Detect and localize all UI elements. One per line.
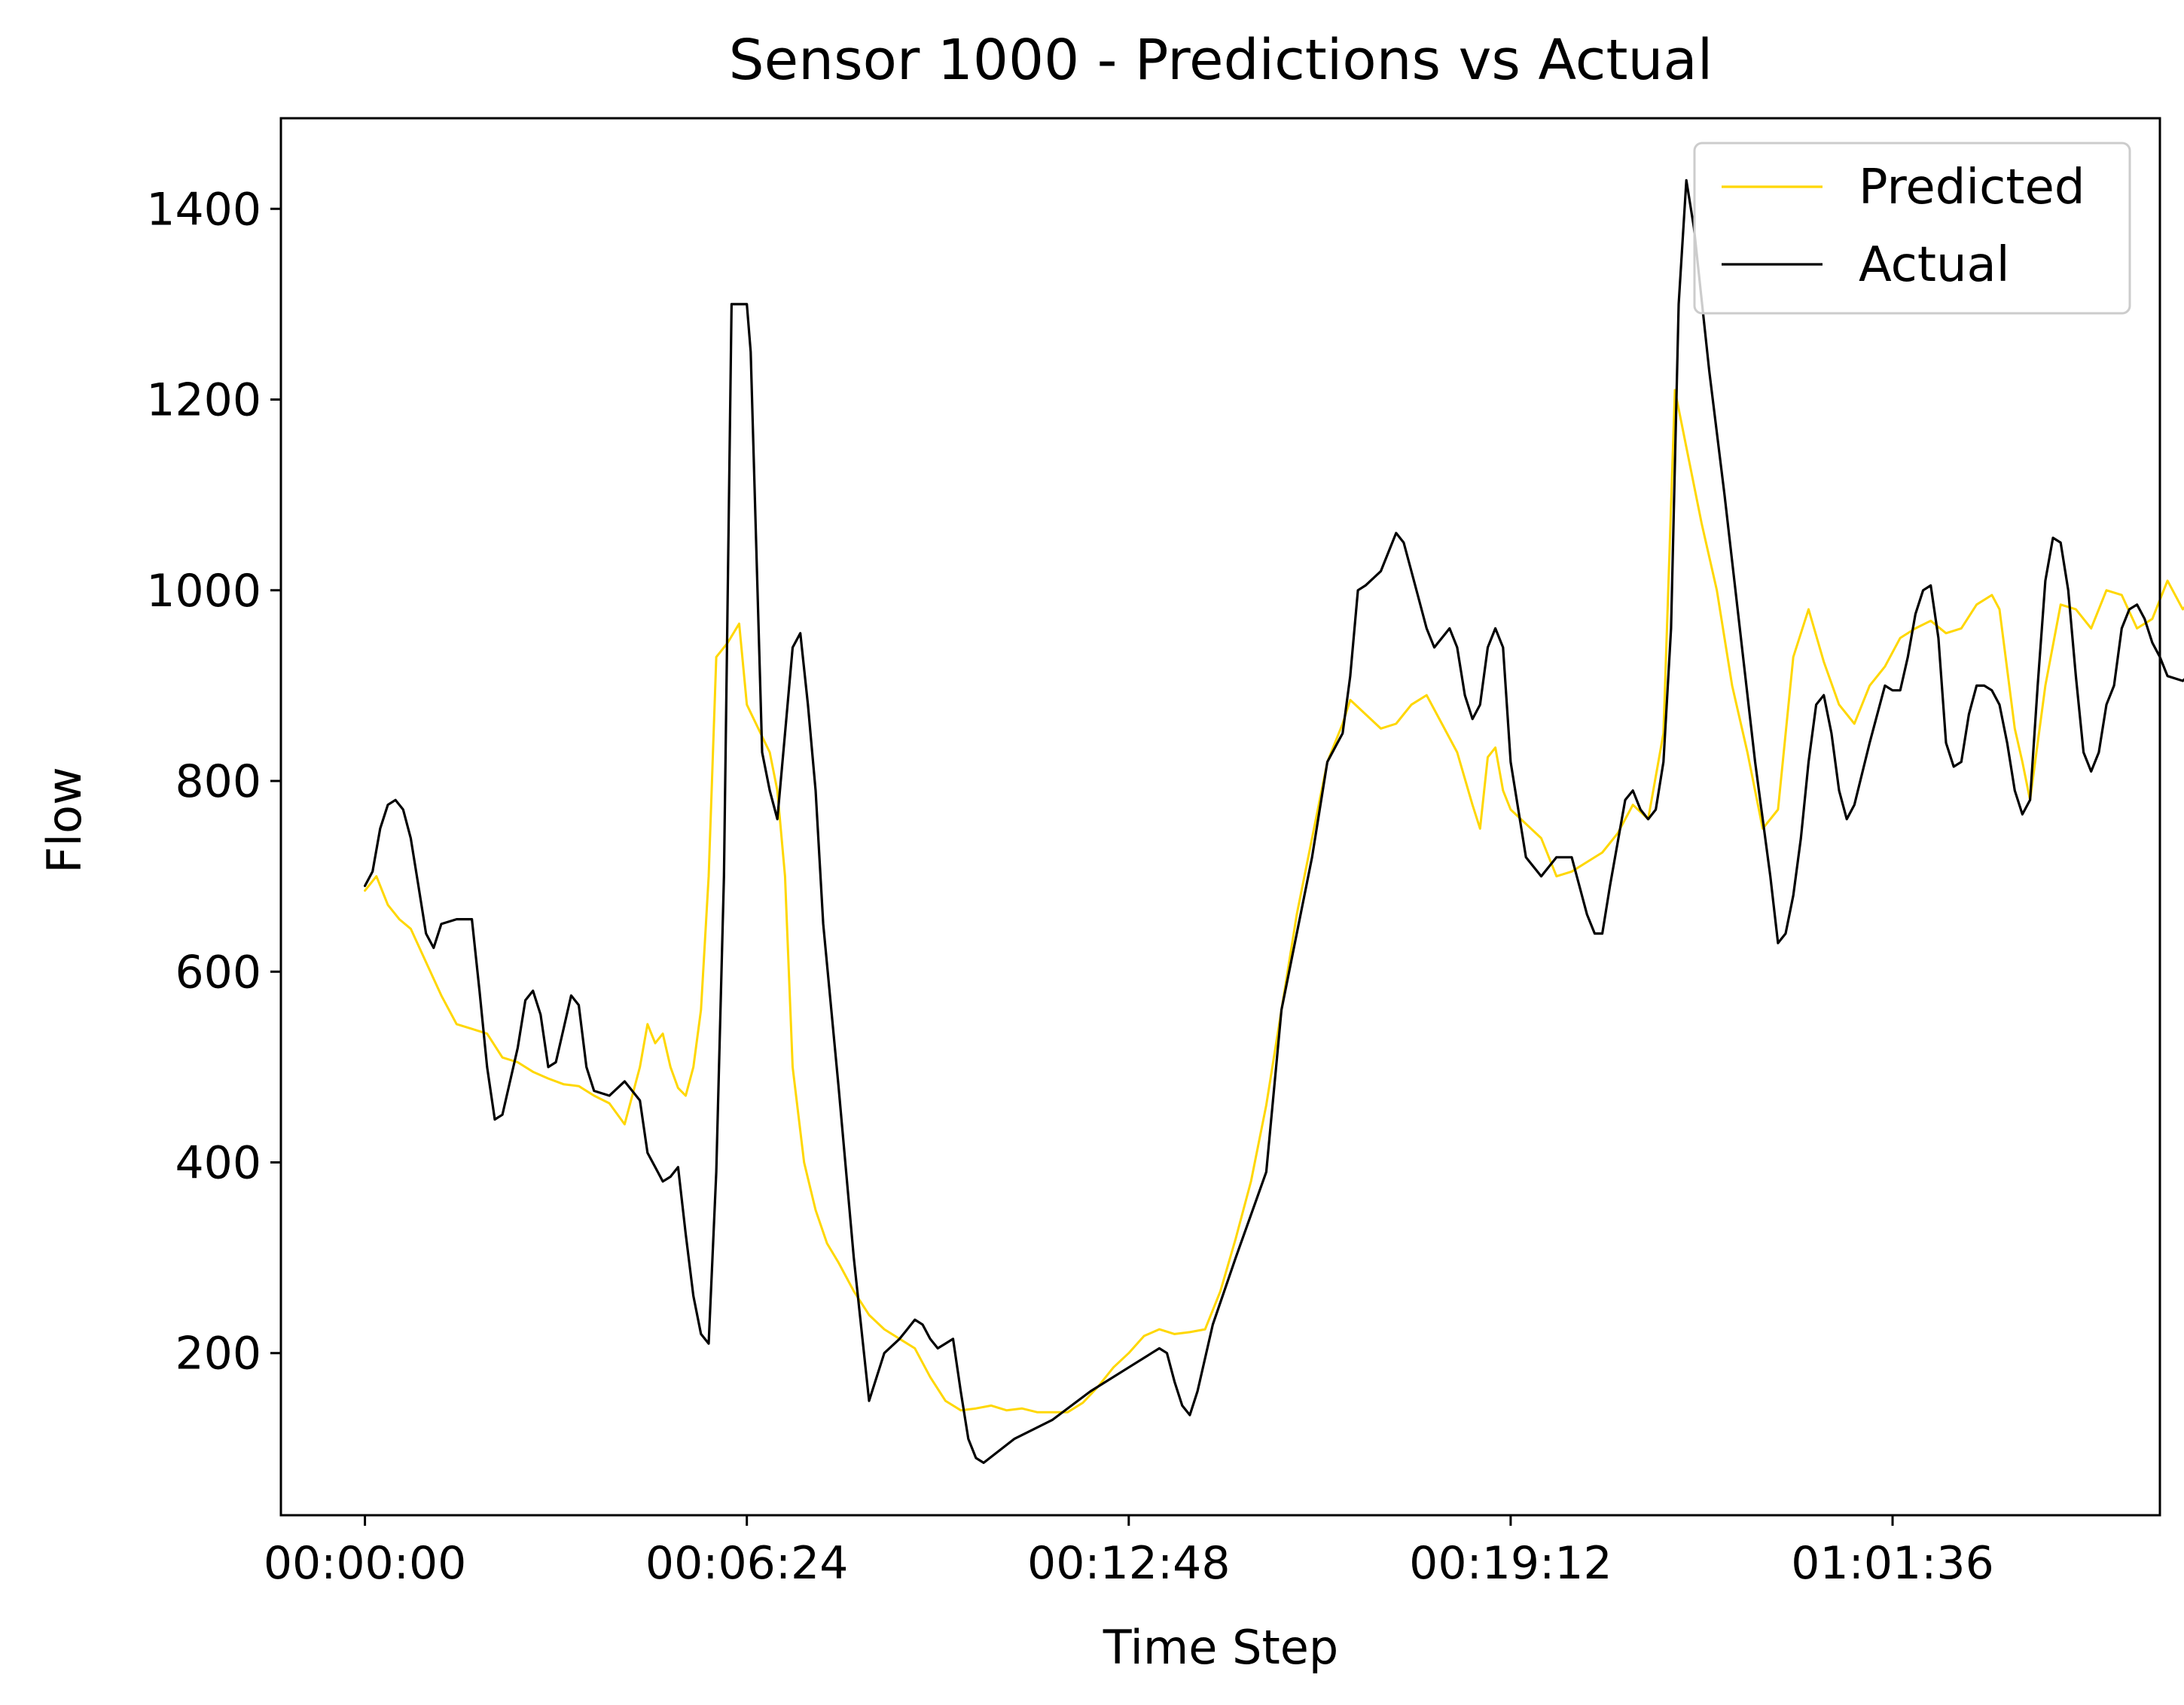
x-tick-label: 00:12:48 xyxy=(1027,1537,1230,1590)
legend-label-predicted: Predicted xyxy=(1859,160,2085,215)
x-tick-label: 00:19:12 xyxy=(1409,1537,1612,1590)
legend-label-actual: Actual xyxy=(1859,237,2010,293)
y-tick-label: 1400 xyxy=(146,183,261,236)
plot-area xyxy=(279,117,2184,1517)
chart-title: Sensor 1000 - Predictions vs Actual xyxy=(729,28,1713,93)
y-tick-label: 1000 xyxy=(146,565,261,618)
y-tick-label: 200 xyxy=(175,1328,261,1380)
x-axis: 00:00:00 00:06:24 00:12:48 00:19:12 01:01:36 xyxy=(264,1515,1994,1590)
x-axis-label: Time Step xyxy=(1103,1620,1339,1675)
y-tick-label: 800 xyxy=(175,755,261,808)
series-line-predicted xyxy=(364,389,2184,1414)
series-line-actual xyxy=(364,178,2184,1464)
y-axis-label: Flow xyxy=(37,767,92,874)
legend: Predicted Actual xyxy=(1693,142,2131,315)
x-tick-label: 00:06:24 xyxy=(645,1537,848,1590)
y-axis: 200 400 600 800 1000 1200 1400 xyxy=(146,183,281,1380)
y-tick-label: 400 xyxy=(175,1137,261,1190)
plot-frame xyxy=(279,117,2161,1517)
y-tick-label: 1200 xyxy=(146,374,261,427)
y-tick-label: 600 xyxy=(175,946,261,999)
x-tick-label: 01:01:36 xyxy=(1791,1537,1993,1590)
x-tick-label: 00:00:00 xyxy=(264,1537,466,1590)
